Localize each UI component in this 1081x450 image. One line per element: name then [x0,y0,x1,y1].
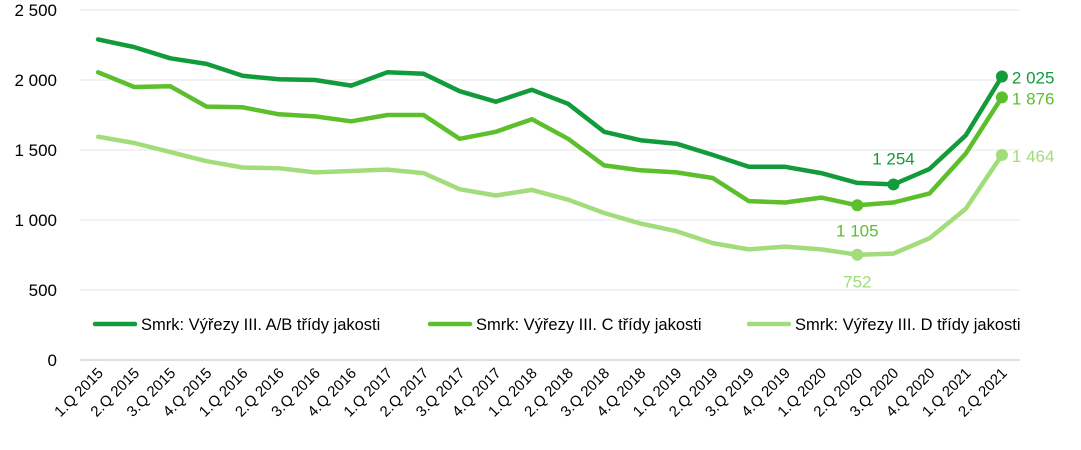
data-label: 1 876 [1012,89,1055,108]
data-label: 1 254 [872,149,915,168]
y-tick-label: 1 000 [14,211,57,230]
data-label: 2 025 [1012,69,1055,88]
series-line-1 [95,37,1005,187]
y-tick-label: 1 500 [14,141,57,160]
legend-label-3: Smrk: Výřezy III. D třídy jakosti [795,316,1021,334]
legend-label-2: Smrk: Výřezy III. C třídy jakosti [476,316,702,334]
data-label: 1 105 [836,221,879,240]
data-point-marker [851,199,864,212]
gridlines [80,9,1020,291]
annotation-markers [851,70,1008,261]
series-lines [95,37,1005,257]
y-tick-label: 0 [48,351,57,370]
data-label: 752 [843,273,871,292]
data-point-marker [851,248,864,261]
y-tick-label: 2 000 [14,71,57,90]
data-labels: 1 254 2 025 1 105 1 876 752 1 464 [836,69,1054,292]
y-axis: 0 500 1 000 1 500 2 000 2 500 [14,1,57,370]
legend: Smrk: Výřezy III. A/B třídy jakosti Smrk:… [92,316,1021,334]
data-label: 1 464 [1012,147,1055,166]
data-point-marker [887,178,900,191]
legend-label-1: Smrk: Výřezy III. A/B třídy jakosti [141,316,380,334]
data-point-marker [995,91,1008,104]
y-tick-label: 2 500 [14,1,57,20]
series-line-3 [95,134,1005,257]
y-tick-label: 500 [29,281,57,300]
series-line-2 [95,70,1005,208]
data-point-marker [995,149,1008,162]
data-point-marker [995,70,1008,83]
